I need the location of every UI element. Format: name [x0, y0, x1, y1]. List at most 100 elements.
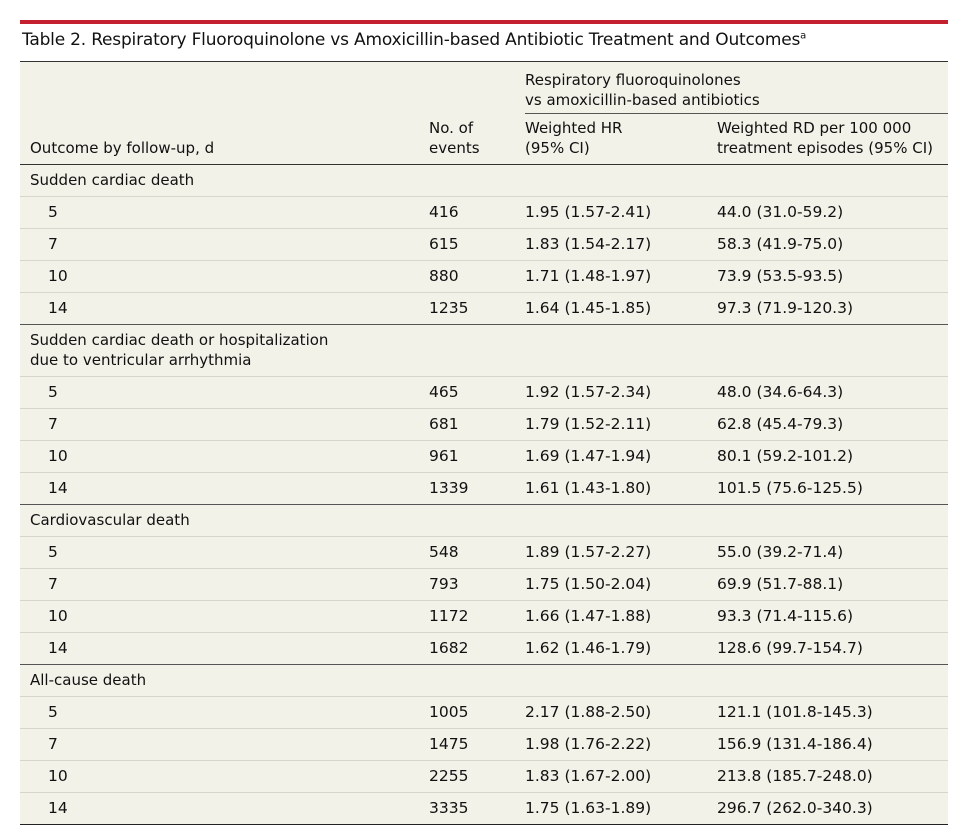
outcome-section: All-cause death 5 1005 2.17 (1.88-2.50) 121.…: [20, 665, 948, 825]
rd-cell: 93.3 (71.4-115.6): [717, 607, 854, 625]
followup-cell: 7: [48, 575, 58, 593]
section-title: Sudden cardiac death or hospitalization d…: [20, 325, 948, 377]
section-title-line1: Sudden cardiac death or hospitalization: [30, 331, 329, 349]
followup-cell: 5: [48, 543, 58, 561]
hr-cell: 1.62 (1.46-1.79): [525, 639, 652, 657]
title-footnote-marker: a: [800, 30, 807, 42]
table-row: 10 2255 1.83 (1.67-2.00) 213.8 (185.7-248.0…: [20, 761, 948, 793]
section-title-line1: Cardiovascular death: [30, 511, 190, 529]
events-cell: 3335: [429, 799, 469, 817]
followup-cell: 10: [48, 267, 68, 285]
rd-cell: 55.0 (39.2-71.4): [717, 543, 844, 561]
events-cell: 1475: [429, 735, 469, 753]
followup-cell: 10: [48, 767, 68, 785]
table-row: 14 1339 1.61 (1.43-1.80) 101.5 (75.6-125.5): [20, 473, 948, 504]
outcome-section: Sudden cardiac death 5 416 1.95 (1.57-2.41)…: [20, 165, 948, 325]
events-cell: 681: [429, 415, 459, 433]
events-cell: 416: [429, 203, 459, 221]
col-header-outcome: Outcome by follow-up, d: [30, 139, 215, 157]
events-cell: 1235: [429, 299, 469, 317]
hr-cell: 1.71 (1.48-1.97): [525, 267, 652, 285]
hr-cell: 1.83 (1.54-2.17): [525, 235, 652, 253]
col-header-hr-line1: Weighted HR: [525, 119, 623, 137]
table-row: 7 793 1.75 (1.50-2.04) 69.9 (51.7-88.1): [20, 569, 948, 601]
hr-cell: 1.83 (1.67-2.00): [525, 767, 652, 785]
rd-cell: 80.1 (59.2-101.2): [717, 447, 854, 465]
col-header-hr: Weighted HR (95% CI): [525, 118, 622, 158]
group-header-line2: vs amoxicillin-based antibiotics: [525, 91, 760, 109]
rd-cell: 156.9 (131.4-186.4): [717, 735, 873, 753]
group-header-line1: Respiratory fluoroquinolones: [525, 71, 741, 89]
events-cell: 793: [429, 575, 459, 593]
hr-cell: 1.75 (1.63-1.89): [525, 799, 652, 817]
table-row: 10 880 1.71 (1.48-1.97) 73.9 (53.5-93.5): [20, 261, 948, 293]
table-header: Respiratory fluoroquinolones vs amoxicil…: [20, 62, 948, 165]
rd-cell: 121.1 (101.8-145.3): [717, 703, 873, 721]
rd-cell: 296.7 (262.0-340.3): [717, 799, 873, 817]
results-table: Respiratory fluoroquinolones vs amoxicil…: [20, 62, 948, 825]
col-header-rd: Weighted RD per 100 000 treatment episod…: [717, 118, 933, 158]
rd-cell: 97.3 (71.9-120.3): [717, 299, 854, 317]
table-row: 10 961 1.69 (1.47-1.94) 80.1 (59.2-101.2): [20, 441, 948, 473]
col-header-events-line2: events: [429, 139, 480, 157]
events-cell: 615: [429, 235, 459, 253]
hr-cell: 1.92 (1.57-2.34): [525, 383, 652, 401]
col-header-events: No. of events: [429, 118, 480, 158]
hr-cell: 1.79 (1.52-2.11): [525, 415, 652, 433]
table-row: 5 465 1.92 (1.57-2.34) 48.0 (34.6-64.3): [20, 377, 948, 409]
col-header-rd-line1: Weighted RD per 100 000: [717, 119, 912, 137]
events-cell: 1339: [429, 479, 469, 497]
followup-cell: 10: [48, 607, 68, 625]
events-cell: 880: [429, 267, 459, 285]
table-row: 7 681 1.79 (1.52-2.11) 62.8 (45.4-79.3): [20, 409, 948, 441]
rd-cell: 213.8 (185.7-248.0): [717, 767, 873, 785]
followup-cell: 10: [48, 447, 68, 465]
rd-cell: 58.3 (41.9-75.0): [717, 235, 844, 253]
rd-cell: 48.0 (34.6-64.3): [717, 383, 844, 401]
followup-cell: 5: [48, 703, 58, 721]
followup-cell: 5: [48, 203, 58, 221]
events-cell: 961: [429, 447, 459, 465]
followup-cell: 14: [48, 479, 68, 497]
rd-cell: 62.8 (45.4-79.3): [717, 415, 844, 433]
rd-cell: 128.6 (99.7-154.7): [717, 639, 863, 657]
col-header-rd-line2: treatment episodes (95% CI): [717, 139, 933, 157]
section-title: Cardiovascular death: [20, 505, 948, 537]
hr-cell: 1.64 (1.45-1.85): [525, 299, 652, 317]
col-header-hr-line2: (95% CI): [525, 139, 590, 157]
followup-cell: 7: [48, 735, 58, 753]
table-title: Table 2. Respiratory Fluoroquinolone vs …: [22, 30, 806, 50]
table-title-text: Table 2. Respiratory Fluoroquinolone vs …: [22, 30, 801, 50]
hr-cell: 1.69 (1.47-1.94): [525, 447, 652, 465]
followup-cell: 7: [48, 235, 58, 253]
followup-cell: 14: [48, 299, 68, 317]
section-title: All-cause death: [20, 665, 948, 697]
rd-cell: 101.5 (75.6-125.5): [717, 479, 863, 497]
group-header-rule: [525, 113, 948, 114]
title-rule: [20, 61, 948, 62]
hr-cell: 1.66 (1.47-1.88): [525, 607, 652, 625]
table-row: 14 1235 1.64 (1.45-1.85) 97.3 (71.9-120.3): [20, 293, 948, 324]
table-row: 14 3335 1.75 (1.63-1.89) 296.7 (262.0-340.3…: [20, 793, 948, 824]
followup-cell: 5: [48, 383, 58, 401]
section-title-line1: Sudden cardiac death: [30, 171, 195, 189]
followup-cell: 14: [48, 799, 68, 817]
section-title-line2: due to ventricular arrhythmia: [30, 351, 252, 369]
events-cell: 465: [429, 383, 459, 401]
section-title-line1: All-cause death: [30, 671, 147, 689]
outcome-section: Sudden cardiac death or hospitalization d…: [20, 325, 948, 505]
events-cell: 1172: [429, 607, 469, 625]
group-header: Respiratory fluoroquinolones vs amoxicil…: [525, 70, 760, 110]
col-header-events-line1: No. of: [429, 119, 474, 137]
table-row: 14 1682 1.62 (1.46-1.79) 128.6 (99.7-154.7): [20, 633, 948, 664]
hr-cell: 1.89 (1.57-2.27): [525, 543, 652, 561]
table-row: 5 416 1.95 (1.57-2.41) 44.0 (31.0-59.2): [20, 197, 948, 229]
hr-cell: 1.75 (1.50-2.04): [525, 575, 652, 593]
rd-cell: 44.0 (31.0-59.2): [717, 203, 844, 221]
hr-cell: 1.95 (1.57-2.41): [525, 203, 652, 221]
rd-cell: 73.9 (53.5-93.5): [717, 267, 844, 285]
hr-cell: 1.98 (1.76-2.22): [525, 735, 652, 753]
events-cell: 1005: [429, 703, 469, 721]
rd-cell: 69.9 (51.7-88.1): [717, 575, 844, 593]
table-row: 5 1005 2.17 (1.88-2.50) 121.1 (101.8-145.3): [20, 697, 948, 729]
